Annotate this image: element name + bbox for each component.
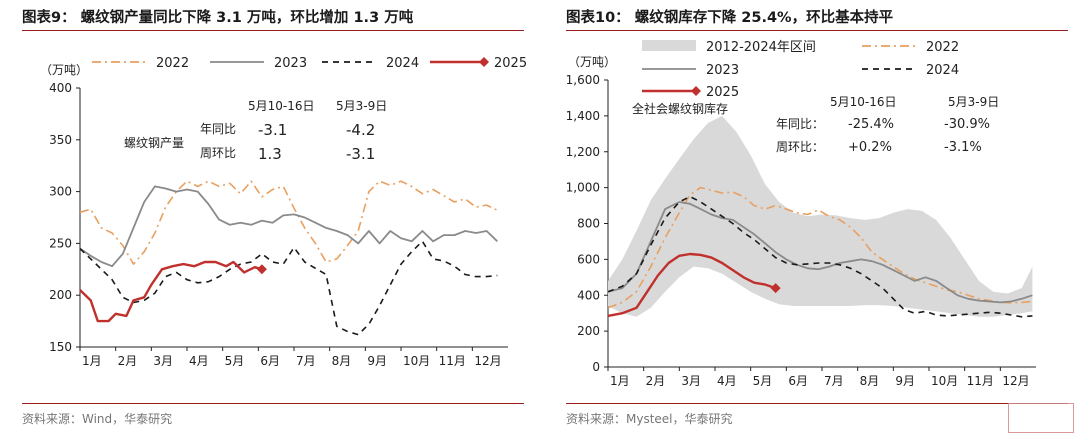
x-tick-label: 2月	[646, 374, 666, 388]
legend-label-2022: 2022	[926, 40, 959, 55]
y-tick-label: 300	[49, 185, 72, 199]
chart-title: 图表9： 螺纹钢产量同比下降 3.1 万吨，环比增加 1.3 万吨	[22, 10, 414, 26]
x-tick-label: 9月	[367, 354, 387, 368]
series-line-2025	[79, 260, 263, 323]
y-tick-label: 1,400	[566, 109, 600, 123]
x-tick-label: 7月	[824, 374, 844, 388]
x-tick-label: 6月	[260, 354, 280, 368]
annotation-header: 5月10-16日	[830, 95, 897, 109]
annotation-value: -3.1	[346, 145, 375, 163]
y-tick-label: 200	[49, 288, 72, 302]
y-tick-label: 250	[49, 236, 72, 250]
x-tick-label: 1月	[610, 374, 630, 388]
annotation-row-label: 周环比：	[776, 140, 824, 154]
x-tick-label: 10月	[931, 374, 958, 388]
legend-swatch-range	[642, 40, 696, 51]
y-unit-label: （万吨）	[40, 63, 88, 77]
x-tick-label: 8月	[332, 354, 352, 368]
production-chart: （万吨） 150 200 250 300 350 400 1月 2月 3月 4月 5月 6月 7月 8月 9月…	[40, 56, 527, 368]
x-tick-label: 2月	[118, 354, 138, 368]
x-tick-label: 10月	[403, 354, 430, 368]
y-tick-label: 350	[49, 133, 72, 147]
x-tick-label: 4月	[189, 354, 209, 368]
legend-label-2022: 2022	[156, 56, 189, 71]
chart-panel-production: 图表9： 螺纹钢产量同比下降 3.1 万吨，环比增加 1.3 万吨 （万吨） 15…	[0, 0, 536, 437]
annotation-value: -3.1	[258, 121, 287, 139]
x-tick-label: 1月	[82, 354, 102, 368]
legend-label-2012-2024年区间: 2012-2024年区间	[706, 40, 816, 55]
x-tick-label: 8月	[860, 374, 880, 388]
annotation-label: 全社会螺纹钢库存	[632, 101, 728, 116]
y-tick-label: 150	[49, 340, 72, 354]
y-tick-label: 1,600	[566, 73, 600, 87]
x-tick-label: 9月	[895, 374, 915, 388]
watermark-logo	[1008, 403, 1074, 433]
legend-label-2023: 2023	[274, 56, 307, 71]
x-tick-label: 12月	[474, 354, 501, 368]
y-tick-label: 600	[577, 252, 600, 266]
x-tick-label: 5月	[753, 374, 773, 388]
source-divider	[22, 403, 524, 404]
series-line-2023	[79, 185, 498, 268]
annotation-row-label: 年同比：	[776, 117, 824, 131]
y-tick-label: 800	[577, 217, 600, 231]
annotation-header: 5月10-16日	[248, 99, 315, 113]
series-end-marker-2025	[770, 283, 781, 294]
title-divider	[22, 30, 524, 31]
chart-title: 图表10： 螺纹钢库存下降 25.4%，环比基本持平	[566, 10, 894, 26]
annotation-label: 螺纹钢产量	[124, 136, 184, 150]
range-band	[608, 115, 1033, 317]
y-tick-label: 1,200	[566, 145, 600, 159]
legend-marker-2025	[691, 86, 701, 96]
legend-label-2023: 2023	[706, 63, 739, 78]
source-note: 资料来源：Mysteel，华泰研究	[566, 412, 733, 426]
series-line-2024	[607, 195, 1033, 318]
annotation-header: 5月3-9日	[948, 95, 999, 109]
y-tick-label: 1,000	[566, 181, 600, 195]
legend-label-2024: 2024	[926, 63, 959, 78]
annotation-value: +0.2%	[848, 140, 892, 155]
y-unit-label: （万吨）	[568, 55, 616, 69]
annotation-value: -3.1%	[944, 140, 982, 155]
x-tick-label: 6月	[788, 374, 808, 388]
series-line-2024	[79, 240, 498, 336]
annotation-value: -25.4%	[848, 117, 894, 132]
y-tick-label: 200	[577, 324, 600, 338]
x-tick-label: 3月	[153, 354, 173, 368]
x-tick-label: 7月	[296, 354, 316, 368]
x-tick-label: 11月	[967, 374, 994, 388]
x-tick-label: 5月	[225, 354, 245, 368]
series-end-marker-2025	[256, 264, 267, 275]
annotation-value: -30.9%	[944, 117, 990, 132]
chart-panel-inventory: 图表10： 螺纹钢库存下降 25.4%，环比基本持平 （万吨） 0 200 400 60…	[544, 0, 1080, 437]
y-tick-label: 400	[49, 81, 72, 95]
series-line-2023	[607, 201, 1033, 304]
y-tick-label: 0	[592, 360, 600, 374]
series-line-2022	[79, 180, 498, 265]
inventory-chart: （万吨） 0 200 400 600 800 1,000 1,200 1,400 1,600 1月 2…	[566, 40, 1036, 388]
legend-label-2024: 2024	[386, 56, 419, 71]
y-tick-label: 400	[577, 288, 600, 302]
annotation-value: -4.2	[346, 121, 375, 139]
legend-label-2025: 2025	[706, 85, 739, 100]
x-tick-label: 12月	[1002, 374, 1029, 388]
source-note: 资料来源：Wind，华泰研究	[22, 412, 173, 426]
annotation-header: 5月3-9日	[336, 99, 387, 113]
series-line-2025	[607, 252, 776, 318]
annotation-row-label: 周环比	[200, 146, 236, 160]
annotation-row-label: 年同比	[200, 122, 236, 136]
x-tick-label: 11月	[439, 354, 466, 368]
annotation-value: 1.3	[258, 145, 282, 163]
x-tick-label: 4月	[717, 374, 737, 388]
legend-marker-2025	[479, 57, 489, 67]
title-divider	[566, 30, 1068, 31]
x-tick-label: 3月	[681, 374, 701, 388]
source-divider	[566, 403, 1068, 404]
legend-label-2025: 2025	[494, 56, 527, 71]
